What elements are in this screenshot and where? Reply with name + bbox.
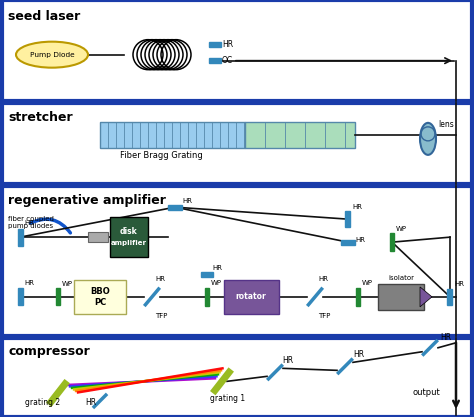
Text: WP: WP: [211, 280, 222, 286]
Text: HR: HR: [440, 333, 451, 342]
Text: WP: WP: [62, 281, 73, 287]
Bar: [18, 289, 22, 305]
Bar: [18, 229, 22, 246]
Bar: [341, 240, 355, 245]
Bar: [2, 338, 472, 417]
Bar: [224, 280, 279, 314]
Bar: [88, 232, 108, 242]
Bar: [56, 289, 60, 305]
Text: HR: HR: [24, 280, 34, 286]
Text: PC: PC: [94, 299, 106, 307]
Text: HR: HR: [212, 265, 222, 271]
Bar: [2, 103, 472, 184]
Text: grating 2: grating 2: [25, 398, 60, 407]
Text: output: output: [412, 388, 440, 397]
Bar: [2, 0, 472, 101]
Text: compressor: compressor: [8, 345, 90, 358]
Text: fiber coupled
pump diodes: fiber coupled pump diodes: [8, 216, 54, 229]
Text: HR: HR: [282, 357, 293, 365]
Text: HR: HR: [182, 198, 192, 204]
Text: HR: HR: [352, 204, 362, 210]
Bar: [346, 211, 350, 227]
Text: BBO: BBO: [90, 287, 110, 296]
Bar: [356, 288, 360, 306]
Bar: [447, 289, 453, 305]
Bar: [209, 42, 221, 47]
Bar: [110, 217, 148, 257]
Text: HR: HR: [353, 350, 364, 359]
Bar: [209, 58, 221, 63]
Text: HR: HR: [85, 398, 96, 407]
Text: TFP: TFP: [155, 313, 167, 319]
Text: stretcher: stretcher: [8, 111, 73, 124]
Text: seed laser: seed laser: [8, 10, 80, 23]
Text: HR: HR: [454, 281, 464, 287]
Bar: [245, 122, 355, 148]
Polygon shape: [420, 287, 432, 307]
Bar: [2, 186, 472, 336]
Text: Fiber Bragg Grating: Fiber Bragg Grating: [120, 151, 203, 160]
Text: OC: OC: [222, 56, 233, 65]
Bar: [74, 280, 126, 314]
Text: HR: HR: [318, 276, 328, 282]
Text: rotator: rotator: [236, 292, 266, 301]
Bar: [390, 233, 394, 251]
Text: Pump Diode: Pump Diode: [30, 52, 74, 58]
Text: regenerative amplifier: regenerative amplifier: [8, 194, 166, 207]
Text: amplifier: amplifier: [111, 240, 147, 246]
Bar: [168, 205, 182, 210]
Text: disk: disk: [120, 227, 138, 236]
Text: isolator: isolator: [388, 275, 414, 281]
Bar: [205, 288, 209, 306]
Text: WP: WP: [396, 226, 407, 232]
Text: HR: HR: [355, 237, 365, 243]
Text: lens: lens: [438, 121, 454, 129]
Ellipse shape: [16, 42, 88, 68]
Text: HR: HR: [222, 40, 233, 49]
Text: grating 1: grating 1: [210, 394, 245, 403]
Text: HR: HR: [155, 276, 165, 282]
Ellipse shape: [420, 123, 436, 155]
Text: TFP: TFP: [318, 313, 330, 319]
Text: HR: HR: [24, 220, 34, 226]
Bar: [100, 122, 245, 148]
Bar: [201, 272, 213, 277]
Text: WP: WP: [362, 280, 373, 286]
Bar: [378, 284, 424, 310]
